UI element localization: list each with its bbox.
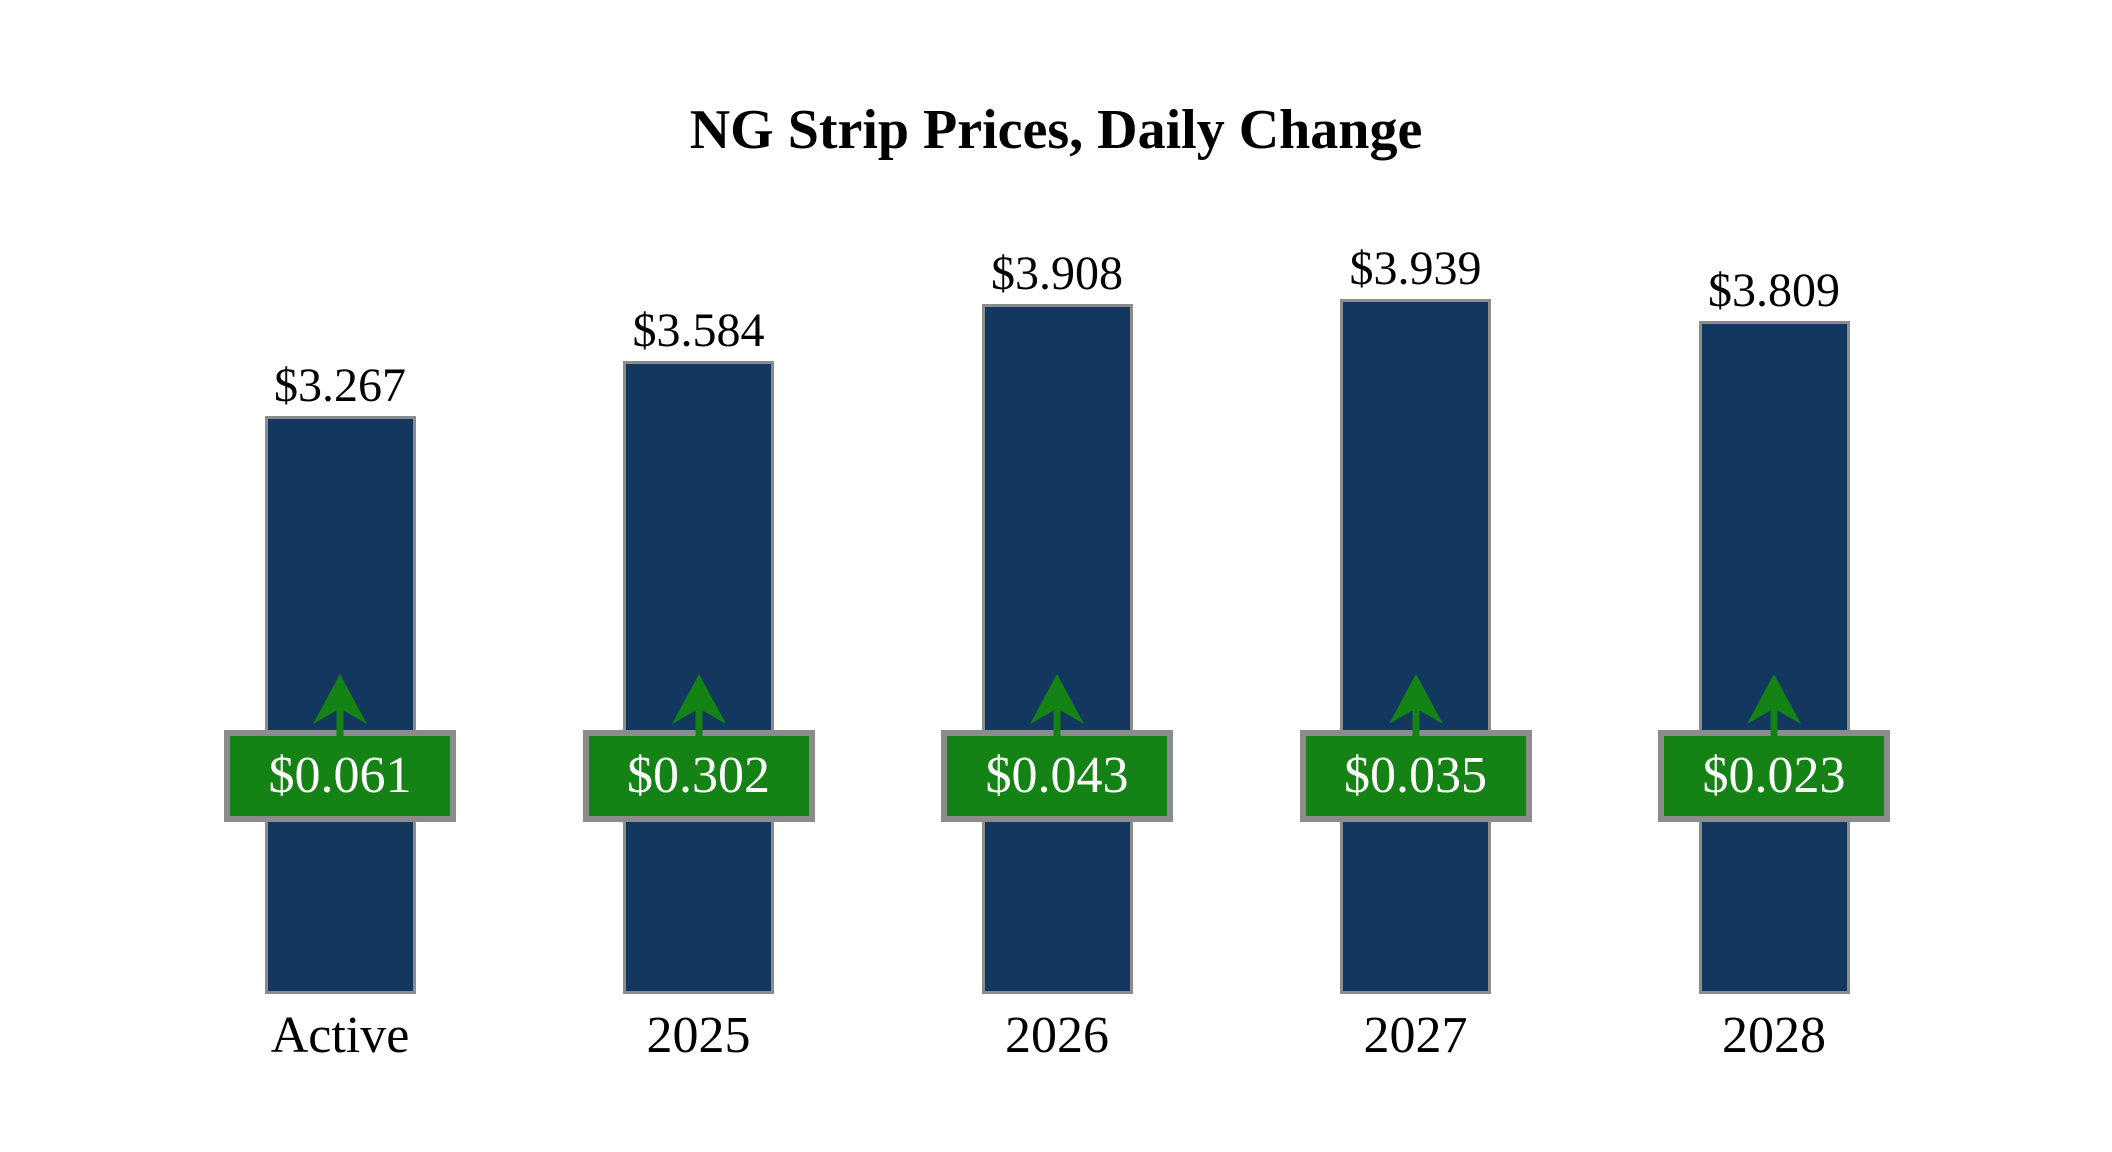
category-label-2027: 2027	[1363, 1007, 1468, 1064]
daily-change-value: $0.043	[985, 747, 1129, 804]
daily-change-badge-2026: $0.043	[941, 730, 1173, 822]
up-arrow-icon	[1030, 674, 1084, 736]
category-label-2026: 2026	[1005, 1007, 1109, 1064]
daily-change-value: $0.061	[268, 747, 412, 804]
daily-change-badge-2027: $0.035	[1299, 730, 1532, 822]
category-label-2028: 2028	[1722, 1007, 1826, 1064]
up-arrow-icon	[671, 674, 726, 736]
price-label-active: $3.267	[274, 359, 406, 412]
up-arrow-icon	[313, 674, 367, 736]
category-label-active: Active	[270, 1007, 410, 1064]
daily-change-badge-2028: $0.023	[1658, 730, 1890, 822]
price-label-2026: $3.908	[991, 247, 1123, 300]
daily-change-value: $0.023	[1702, 747, 1846, 804]
price-label-2028: $3.809	[1708, 264, 1840, 317]
bar-2026	[981, 304, 1133, 994]
daily-change-value: $0.035	[1344, 747, 1487, 804]
daily-change-value: $0.302	[627, 747, 770, 804]
daily-change-badge-2025: $0.302	[582, 730, 815, 822]
up-arrow-icon	[1388, 674, 1443, 736]
price-label-2025: $3.584	[632, 304, 765, 357]
daily-change-badge-active: $0.061	[224, 730, 456, 822]
category-label-2025: 2025	[646, 1007, 751, 1064]
price-label-2027: $3.939	[1349, 242, 1482, 295]
up-arrow-icon	[1747, 674, 1801, 736]
bar-2028	[1698, 321, 1850, 994]
chart-title: NG Strip Prices, Daily Change	[689, 99, 1423, 161]
bar-2027	[1340, 299, 1491, 994]
